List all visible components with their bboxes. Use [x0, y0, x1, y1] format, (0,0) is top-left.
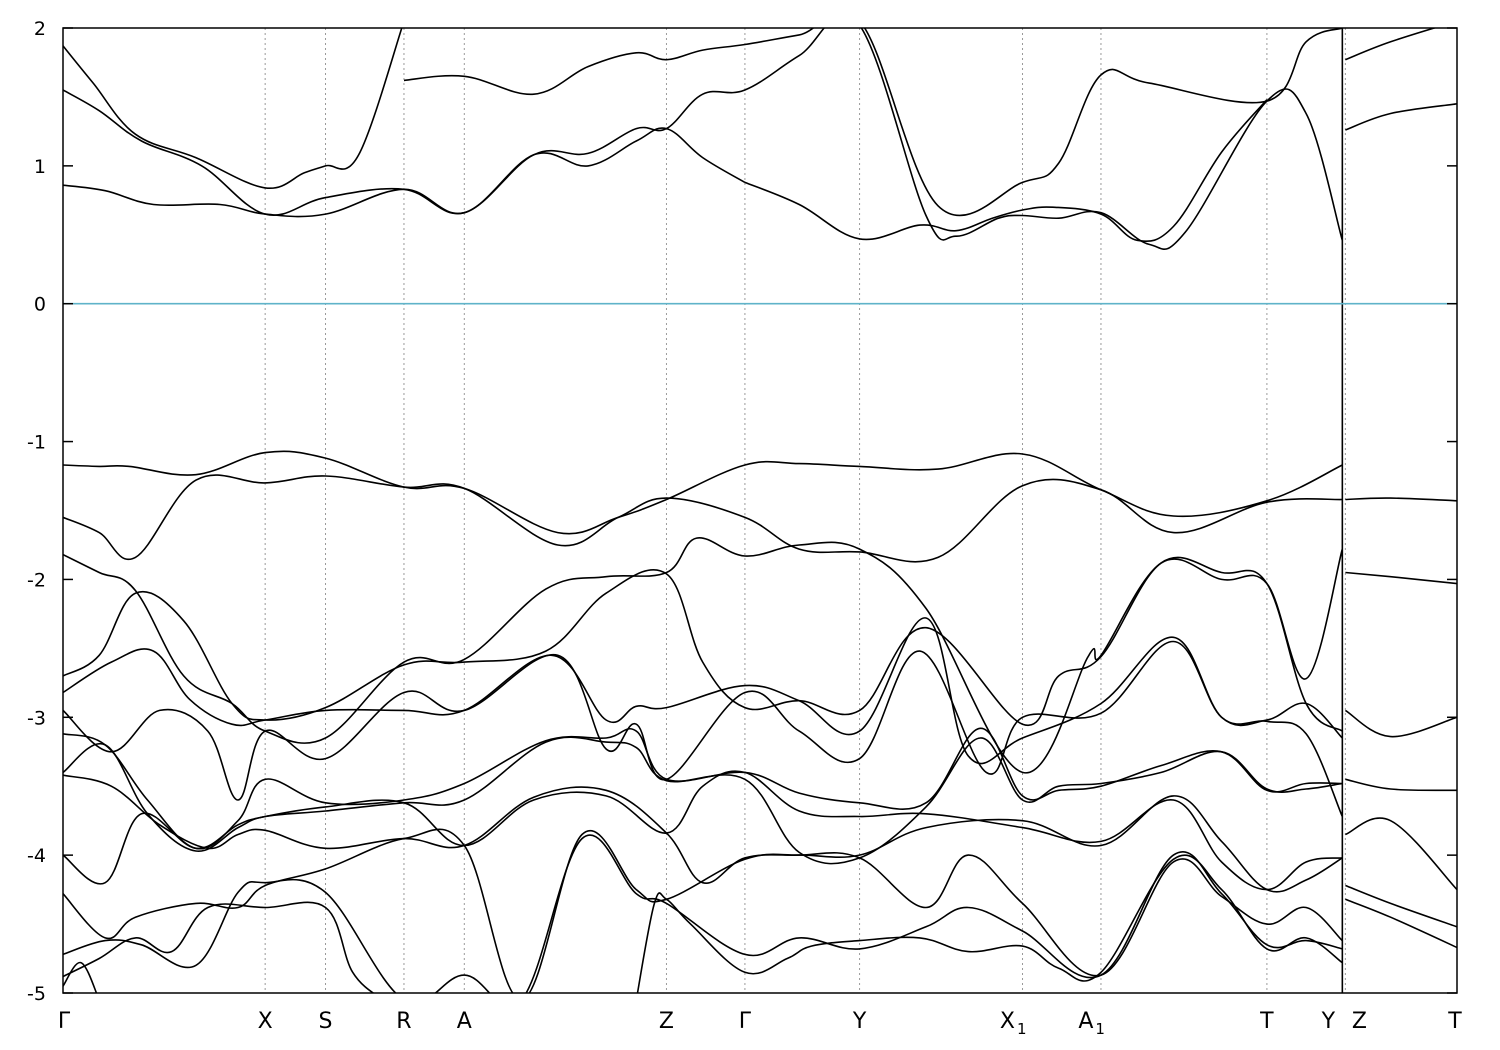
y-tick-label: -5 — [27, 983, 46, 1005]
band-line-18 — [1345, 778, 1457, 792]
band-line-9 — [1345, 497, 1457, 502]
band-line-23 — [63, 834, 1343, 993]
band-line-14 — [1344, 709, 1457, 738]
y-tick-label: -4 — [27, 845, 46, 867]
band-line-22 — [63, 828, 1343, 993]
band-line-11 — [1345, 571, 1457, 585]
y-axis: 2 1 0 -1 -2 -3 -4 -5 — [27, 18, 1457, 1005]
band-line-15 — [63, 640, 1344, 817]
band-line-5 — [1345, 28, 1437, 61]
band-line-0 — [63, 28, 403, 189]
band-line-24 — [1345, 884, 1457, 928]
kpoint-label-13: T — [1447, 1009, 1462, 1034]
y-tick-label: -3 — [27, 707, 46, 729]
band-line-20 — [63, 770, 1343, 891]
kpath-gridlines — [264, 28, 1346, 993]
band-line-27 — [1345, 898, 1457, 949]
kpoint-label-11: Y — [1321, 1009, 1336, 1034]
band-line-28 — [63, 961, 98, 993]
band-line-17 — [63, 736, 1343, 865]
band-line-26 — [636, 854, 1343, 993]
band-line-21 — [1345, 817, 1457, 891]
band-line-6 — [1345, 103, 1457, 131]
kpoint-label-6: Γ — [739, 1009, 752, 1034]
plot-frame — [62, 27, 1458, 994]
kpoint-label-12: Z — [1352, 1009, 1367, 1034]
kpoint-label-2: S — [319, 1009, 333, 1034]
kpoint-label-10: T — [1259, 1009, 1274, 1034]
kpoint-label-5: Z — [659, 1009, 674, 1034]
y-tick-label: 2 — [34, 18, 46, 40]
band-line-13 — [63, 617, 1343, 765]
band-line-7 — [63, 450, 1343, 535]
band-line-25 — [63, 901, 375, 993]
band-line-12 — [63, 556, 1343, 732]
band-line-1 — [63, 89, 746, 216]
kpoint-label-4: A — [457, 1009, 472, 1034]
kpoint-label-7: Y — [852, 1009, 867, 1034]
y-tick-label: 0 — [34, 294, 46, 316]
band-line-19 — [63, 774, 1343, 893]
band-line-2 — [63, 28, 1343, 218]
y-tick-label: -1 — [27, 432, 46, 454]
y-tick-label: 1 — [34, 156, 46, 178]
band-line-4 — [744, 99, 1268, 243]
band-series — [63, 28, 1457, 993]
y-tick-label: -2 — [27, 569, 46, 591]
band-line-8 — [63, 474, 1343, 563]
band-line-3 — [403, 28, 1344, 250]
kpoint-label-0: Γ — [58, 1009, 71, 1034]
kpoint-label-3: R — [396, 1009, 411, 1034]
kpoint-label-1: X — [258, 1009, 273, 1034]
